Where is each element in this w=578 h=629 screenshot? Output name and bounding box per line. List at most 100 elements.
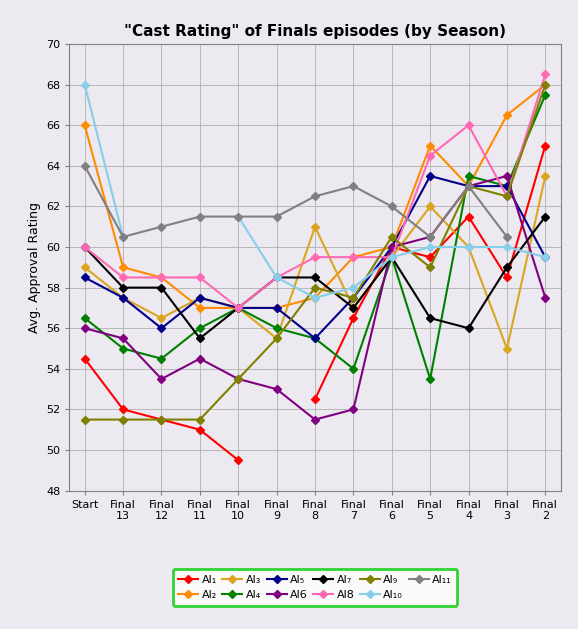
Al₅: [235, 304, 242, 312]
Al₃: [542, 172, 549, 180]
Line: Al₉: Al₉: [82, 82, 548, 422]
Al₅: [312, 335, 318, 342]
Al8: [465, 121, 472, 129]
Al₁₁: [197, 213, 203, 220]
Al6: [273, 386, 280, 393]
Al₄: [350, 365, 357, 372]
Al6: [197, 355, 203, 362]
Al8: [235, 304, 242, 312]
Al₁₁: [120, 233, 127, 241]
Al8: [158, 274, 165, 281]
Al₇: [312, 274, 318, 281]
Al₁₁: [350, 182, 357, 190]
Al₃: [465, 243, 472, 251]
Title: "Cast Rating" of Finals episodes (by Season): "Cast Rating" of Finals episodes (by Sea…: [124, 24, 506, 39]
Al8: [388, 253, 395, 261]
Al₇: [350, 304, 357, 312]
Al6: [158, 375, 165, 382]
Al₉: [350, 294, 357, 301]
Line: Al6: Al6: [82, 173, 548, 422]
Al₃: [503, 345, 510, 352]
Line: Al₁₁: Al₁₁: [82, 163, 510, 240]
Al₁₁: [158, 223, 165, 230]
Al₅: [542, 253, 549, 261]
Al₃: [81, 264, 88, 271]
Al8: [503, 192, 510, 200]
Al6: [120, 335, 127, 342]
Al8: [427, 152, 434, 159]
Al6: [503, 172, 510, 180]
Al₂: [388, 243, 395, 251]
Al₃: [120, 294, 127, 301]
Al₁₀: [120, 233, 127, 241]
Al₂: [503, 111, 510, 119]
Al₅: [388, 243, 395, 251]
Al₉: [388, 233, 395, 241]
Al6: [312, 416, 318, 423]
Al₄: [427, 375, 434, 382]
Al₃: [197, 294, 203, 301]
Al₇: [388, 253, 395, 261]
Al₉: [81, 416, 88, 423]
Al8: [81, 243, 88, 251]
Al₄: [273, 325, 280, 332]
Al8: [542, 70, 549, 78]
Al₁: [120, 406, 127, 413]
Al₇: [542, 213, 549, 220]
Al₄: [503, 182, 510, 190]
Al8: [273, 274, 280, 281]
Al₅: [427, 172, 434, 180]
Al₁: [81, 355, 88, 362]
Line: Al₄: Al₄: [82, 92, 548, 382]
Al₉: [542, 81, 549, 89]
Line: Al8: Al8: [82, 72, 548, 311]
Al₇: [465, 325, 472, 332]
Al8: [312, 253, 318, 261]
Al₃: [350, 304, 357, 312]
Al₁₁: [235, 213, 242, 220]
Line: Al₅: Al₅: [82, 173, 548, 341]
Al₁: [235, 457, 242, 464]
Al₇: [503, 264, 510, 271]
Al₃: [427, 203, 434, 210]
Al₅: [158, 325, 165, 332]
Al6: [388, 243, 395, 251]
Al₉: [235, 375, 242, 382]
Al₁: [158, 416, 165, 423]
Al₉: [273, 335, 280, 342]
Al₄: [312, 335, 318, 342]
Al₉: [197, 416, 203, 423]
Al₅: [350, 294, 357, 301]
Al₁: [197, 426, 203, 433]
Al₇: [81, 243, 88, 251]
Al₂: [197, 304, 203, 312]
Al6: [465, 182, 472, 190]
Al₇: [158, 284, 165, 291]
Al₁₁: [81, 162, 88, 170]
Al₄: [197, 325, 203, 332]
Al6: [427, 233, 434, 241]
Al₂: [465, 182, 472, 190]
Al₃: [158, 314, 165, 322]
Al₄: [542, 91, 549, 99]
Al₂: [427, 142, 434, 149]
Al₂: [312, 294, 318, 301]
Line: Al₁: Al₁: [82, 356, 241, 463]
Al₉: [465, 182, 472, 190]
Al₁₁: [312, 192, 318, 200]
Al₄: [81, 314, 88, 322]
Al₁₁: [503, 233, 510, 241]
Al₂: [542, 81, 549, 89]
Al₁₁: [427, 233, 434, 241]
Line: Al₁₀: Al₁₀: [82, 82, 126, 240]
Al₇: [427, 314, 434, 322]
Al₄: [465, 172, 472, 180]
Y-axis label: Avg. Approval Rating: Avg. Approval Rating: [28, 202, 40, 333]
Al₅: [197, 294, 203, 301]
Al6: [350, 406, 357, 413]
Al₃: [235, 304, 242, 312]
Al₉: [158, 416, 165, 423]
Al₇: [197, 335, 203, 342]
Al₂: [273, 304, 280, 312]
Al₃: [312, 223, 318, 230]
